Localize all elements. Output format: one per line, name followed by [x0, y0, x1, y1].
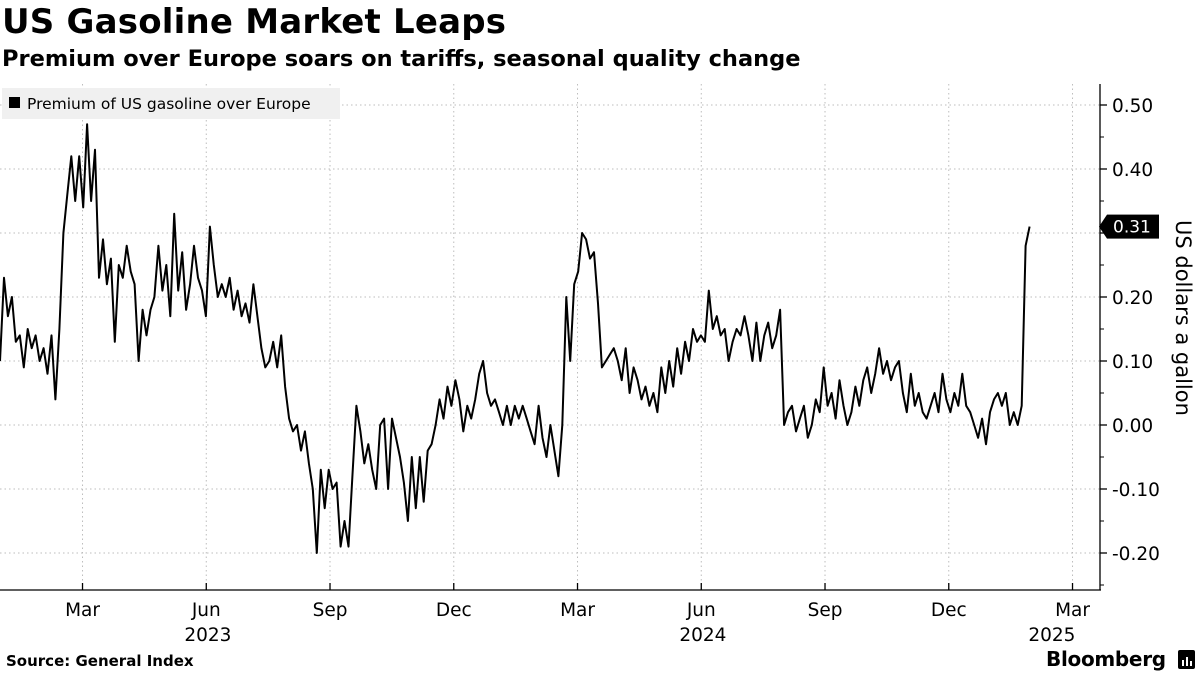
- legend-entry: Premium of US gasoline over Europe: [27, 95, 311, 113]
- x-year-label: 2025: [1028, 625, 1075, 646]
- x-year-label: 2023: [184, 625, 231, 646]
- y-axis-label: US dollars a gallon: [1171, 220, 1195, 416]
- y-tick-label: 0.10: [1112, 352, 1153, 373]
- x-tick-label: Sep: [808, 600, 843, 621]
- chart-legend: Premium of US gasoline over Europe: [2, 88, 340, 119]
- x-tick-label: Sep: [313, 600, 348, 621]
- last-value-label: 0.31: [1099, 214, 1159, 239]
- series-line-premium: [0, 123, 1031, 554]
- grid: [0, 84, 1100, 590]
- last-value-text: 0.31: [1113, 218, 1151, 238]
- source-note: Source: General Index: [6, 652, 194, 670]
- chart-title: US Gasoline Market Leaps: [2, 2, 507, 42]
- y-tick-label: -0.10: [1112, 480, 1160, 501]
- bloomberg-terminal-icon: [1178, 650, 1195, 669]
- y-tick-label: 0.20: [1112, 288, 1153, 309]
- y-tick-label: 0.40: [1112, 160, 1153, 181]
- x-tick-label: Mar: [560, 600, 595, 621]
- x-tick-label: Mar: [65, 600, 100, 621]
- x-tick-label: Dec: [436, 600, 472, 621]
- bloomberg-logo: Bloomberg: [1046, 647, 1166, 671]
- last-value-box: [1107, 214, 1159, 239]
- legend-box: [2, 88, 340, 119]
- axes: 0.50 0.40 0.20 0.10 0.00 -0.10 -0.20 Mar Jun Sep D…: [0, 84, 1160, 646]
- y-tick-label: -0.20: [1112, 544, 1160, 565]
- x-tick-label: Dec: [931, 600, 967, 621]
- x-tick-label: Mar: [1055, 600, 1090, 621]
- legend-swatch: [9, 97, 20, 108]
- y-tick-label: 0.50: [1112, 96, 1153, 117]
- x-tick-label: Jun: [191, 600, 221, 621]
- y-tick-label: 0.00: [1112, 416, 1153, 437]
- x-tick-label: Jun: [686, 600, 716, 621]
- chart-subtitle: Premium over Europe soars on tariffs, se…: [2, 46, 801, 72]
- x-year-label: 2024: [679, 625, 726, 646]
